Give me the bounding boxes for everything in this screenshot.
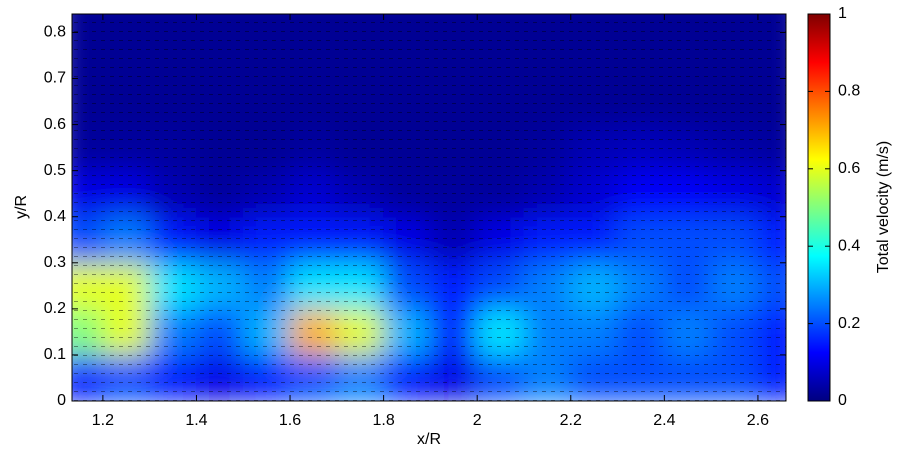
y-tick-label: 0.2 bbox=[44, 300, 66, 317]
y-axis-label: y/R bbox=[13, 195, 30, 219]
colorbar-tick-label: 0 bbox=[838, 392, 847, 409]
colorbar-tick-label: 0.6 bbox=[838, 160, 860, 177]
x-tick-label: 1.6 bbox=[279, 412, 301, 429]
x-tick-label: 1.2 bbox=[92, 412, 114, 429]
x-tick-label: 2 bbox=[473, 412, 482, 429]
y-tick-label: 0.1 bbox=[44, 346, 66, 363]
y-tick-label: 0.5 bbox=[44, 162, 66, 179]
y-tick-label: 0.8 bbox=[44, 24, 66, 41]
x-tick-label: 2.6 bbox=[747, 412, 769, 429]
colorbar-tick-label: 0.8 bbox=[838, 83, 860, 100]
y-tick-label: 0.3 bbox=[44, 254, 66, 271]
x-tick-label: 1.4 bbox=[185, 412, 207, 429]
y-tick-label: 0.4 bbox=[44, 208, 66, 225]
x-tick-label: 1.8 bbox=[372, 412, 394, 429]
plot-frame bbox=[71, 13, 787, 402]
x-tick-label: 2.2 bbox=[560, 412, 582, 429]
x-axis-label: x/R bbox=[417, 431, 441, 448]
colorbar-tick-label: 0.4 bbox=[838, 237, 860, 254]
y-tick-label: 0 bbox=[57, 392, 66, 409]
y-tick-label: 0.7 bbox=[44, 70, 66, 87]
vector-field bbox=[72, 14, 786, 401]
colorbar-tick-label: 1 bbox=[838, 5, 847, 22]
colorbar-tick-label: 0.2 bbox=[838, 315, 860, 332]
x-tick-label: 2.4 bbox=[653, 412, 675, 429]
y-tick-label: 0.6 bbox=[44, 116, 66, 133]
colorbar bbox=[807, 13, 831, 402]
colorbar-label: Total velocity (m/s) bbox=[875, 141, 892, 273]
